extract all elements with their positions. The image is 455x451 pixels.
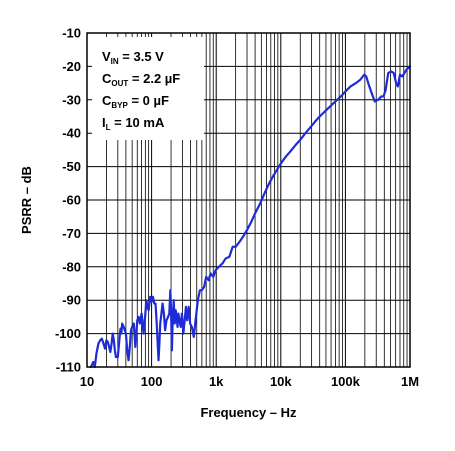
annotation-box: VIN = 3.5 V COUT = 2.2 µF CBYP = 0 µF IL = … [92,37,204,140]
x-tick-label: 1M [401,374,419,389]
x-tick-label: 1k [209,374,224,389]
y-tick-label: -40 [62,126,81,141]
y-tick-label: -10 [62,26,81,41]
series-layer [89,65,412,369]
y-tick-label: -20 [62,59,81,74]
y-tick-label: -30 [62,92,81,107]
axis-layer [86,32,411,368]
y-tick-label: -90 [62,293,81,308]
x-tick-label: 100k [331,374,361,389]
y-tick-label: -70 [62,226,81,241]
condition-label: IL = 10 mA [102,115,165,132]
x-axis-title: Frequency – Hz [200,405,297,420]
plot-frame [86,32,411,368]
annotation-background [92,37,204,140]
psrr-series-line [89,65,412,369]
x-tick-label: 100 [141,374,163,389]
y-tick-label: -100 [55,326,81,341]
y-tick-label: -110 [56,360,81,375]
y-tick-label: -80 [62,259,81,274]
condition-label: CBYP = 0 µF [102,93,169,110]
y-tick-label: -50 [62,159,81,174]
condition-label: COUT = 2.2 µF [102,71,180,88]
y-axis-title: PSRR – dB [19,166,34,234]
x-tick-label: 10k [270,374,292,389]
x-tick-label: 10 [80,374,94,389]
condition-label: VIN = 3.5 V [102,49,164,66]
y-tick-label: -60 [62,193,81,208]
